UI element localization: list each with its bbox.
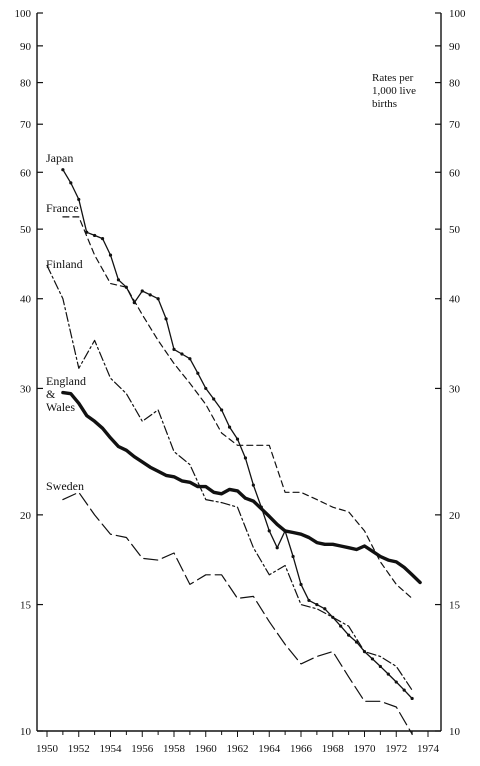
series-label-england-wales: England [46, 374, 86, 388]
data-point-japan [220, 408, 224, 412]
x-tick-label: 1972 [385, 743, 407, 755]
y-tick-label-left: 70 [20, 119, 32, 131]
y-tick-label-right: 20 [449, 510, 461, 522]
data-point-japan [69, 181, 73, 185]
annotation-line-1: Rates per [372, 72, 414, 84]
x-tick-label: 1960 [195, 743, 218, 755]
annotation-line-3: births [372, 98, 397, 110]
annotation-line-2: 1,000 live [372, 85, 416, 97]
y-tick-label-right: 60 [449, 167, 461, 179]
data-point-japan [212, 397, 216, 401]
y-tick-label-right: 100 [449, 8, 466, 20]
x-tick-label: 1974 [417, 743, 440, 755]
y-tick-label-left: 40 [20, 294, 32, 306]
y-tick-label-left: 20 [20, 510, 32, 522]
data-point-japan [378, 664, 382, 669]
data-point-japan [204, 386, 208, 391]
series-line-japan [62, 169, 413, 700]
data-point-japan [267, 529, 271, 533]
data-point-japan [275, 546, 279, 550]
y-tick-label-right: 80 [449, 78, 461, 90]
y-tick-label-left: 30 [20, 383, 32, 395]
y-tick-label-left: 60 [20, 167, 32, 179]
series-label-japan: Japan [46, 151, 73, 165]
data-point-japan [100, 237, 105, 241]
data-point-japan [386, 672, 390, 676]
y-tick-label-right: 30 [449, 383, 461, 395]
data-point-japan [299, 582, 303, 587]
x-tick-label: 1970 [354, 743, 377, 755]
data-point-japan [156, 297, 160, 301]
x-tick-label: 1966 [290, 743, 313, 755]
y-tick-label-left: 80 [20, 78, 32, 90]
y-tick-label-right: 90 [449, 41, 461, 53]
data-point-japan [291, 554, 295, 559]
y-tick-label-right: 15 [449, 600, 461, 612]
y-tick-label-right: 40 [449, 294, 461, 306]
data-point-japan [410, 696, 414, 701]
data-point-japan [243, 456, 248, 460]
x-tick-label: 1956 [131, 743, 154, 755]
data-point-japan [235, 437, 240, 441]
series-line-france [62, 216, 413, 600]
y-tick-label-left: 100 [15, 8, 32, 20]
x-tick-label: 1950 [36, 743, 59, 755]
x-tick-label: 1954 [100, 743, 123, 755]
series-layer [46, 168, 422, 735]
x-tick-label: 1962 [227, 743, 249, 755]
data-point-japan [402, 688, 406, 692]
x-tick-label: 1964 [258, 743, 281, 755]
data-point-japan [394, 680, 398, 684]
y-tick-label-left: 90 [20, 41, 32, 53]
data-point-japan [61, 168, 65, 172]
y-tick-label-left: 15 [20, 600, 32, 612]
data-point-japan [180, 352, 184, 356]
data-point-japan [77, 197, 81, 202]
y-tick-label-left: 50 [20, 224, 32, 236]
data-point-japan [172, 347, 176, 351]
data-point-japan [140, 289, 144, 293]
data-point-japan [188, 357, 192, 361]
x-tick-label: 1968 [322, 743, 345, 755]
y-tick-label-right: 70 [449, 119, 461, 131]
y-tick-label-left: 10 [20, 726, 32, 738]
data-point-japan [339, 624, 343, 628]
data-point-japan [370, 657, 375, 661]
data-point-japan [251, 483, 255, 487]
series-line-sweden [62, 491, 413, 735]
data-point-japan [315, 602, 319, 607]
series-labels: Japan France Finland England&Wales Sweden [46, 151, 86, 493]
data-point-japan [116, 278, 121, 282]
data-point-japan [164, 317, 168, 321]
series-line-england-wales [61, 390, 422, 585]
series-label-england-wales: & [46, 387, 56, 401]
y-tick-label-right: 10 [449, 726, 461, 738]
y-tick-label-right: 50 [449, 224, 461, 236]
data-point-japan [323, 607, 327, 611]
data-point-japan [196, 371, 200, 375]
series-line-finland [46, 264, 413, 691]
data-point-japan [148, 293, 152, 297]
data-point-japan [307, 598, 311, 603]
data-point-japan [93, 233, 97, 238]
series-label-france: France [46, 201, 79, 215]
series-label-finland: Finland [46, 257, 83, 271]
data-point-japan [347, 633, 351, 637]
series-label-sweden: Sweden [46, 479, 84, 493]
data-point-japan [227, 425, 232, 429]
x-tick-label: 1952 [68, 743, 90, 755]
axis-ticks: 100 100 90 90 80 80 70 70 60 60 50 50 40 40 30 30 20 20 15… [15, 8, 467, 755]
series-label-england-wales: Wales [46, 400, 75, 414]
data-point-japan [108, 253, 113, 257]
x-tick-label: 1958 [163, 743, 186, 755]
